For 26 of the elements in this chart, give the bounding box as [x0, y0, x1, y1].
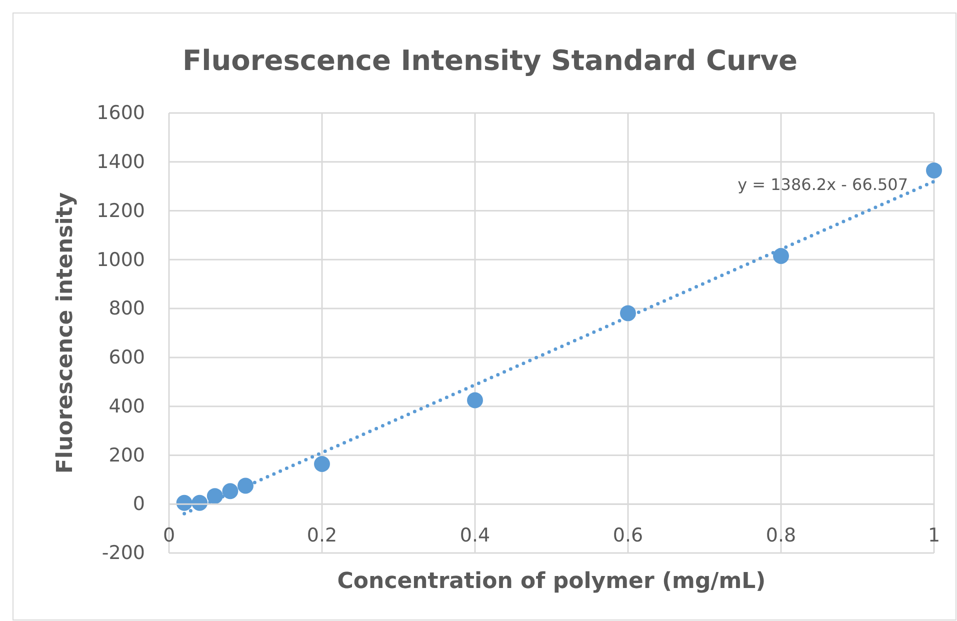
point [773, 248, 789, 264]
chart-title: Fluorescence Intensity Standard Curve [182, 44, 798, 77]
y-tick-label: 400 [108, 395, 145, 418]
point [467, 392, 483, 408]
point [926, 162, 942, 178]
y-tick-label: 1400 [96, 150, 145, 173]
y-tick-label: 1600 [96, 102, 145, 124]
x-tick-label: 0.8 [766, 524, 796, 547]
point [222, 483, 238, 500]
point [206, 488, 223, 504]
y-tick-label: 1200 [96, 200, 145, 222]
y-tick-label: 200 [108, 444, 145, 466]
y-axis-title: Fluorescence intensity [53, 192, 78, 474]
point [314, 456, 330, 472]
x-tick-label: 0.6 [612, 524, 644, 547]
y-tick-label: 600 [108, 346, 145, 369]
x-tick-label: 0.2 [306, 524, 338, 547]
annotation: y = 1386.2x - 66.507 [738, 175, 908, 194]
y-tick-label: 0 [132, 493, 145, 516]
x-tick-label: 0.4 [460, 524, 490, 547]
x-axis-title: Concentration of polymer (mg/mL) [337, 569, 766, 594]
x-tick-label: 1 [928, 524, 940, 547]
y-tick-label: -200 [102, 542, 145, 564]
y-tick-label: 1000 [96, 248, 145, 271]
y-tick-label: 800 [108, 298, 145, 320]
x-tick-label: 0 [162, 524, 176, 547]
